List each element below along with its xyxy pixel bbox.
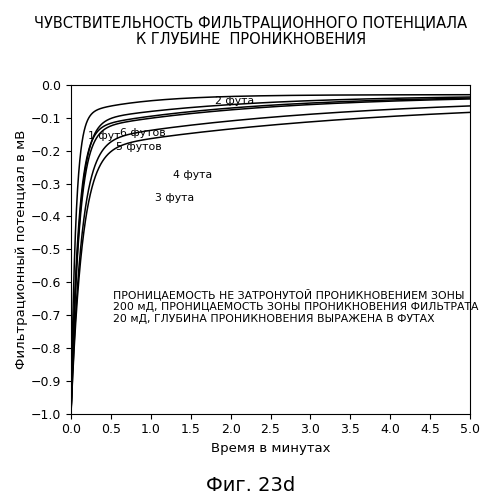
Text: 4 фута: 4 фута xyxy=(173,170,212,180)
Text: 3 фута: 3 фута xyxy=(154,194,193,203)
Text: 2 фута: 2 фута xyxy=(214,96,254,106)
Text: 5 футов: 5 футов xyxy=(115,142,161,152)
Text: ЧУВСТВИТЕЛЬНОСТЬ ФИЛЬТРАЦИОННОГО ПОТЕНЦИАЛА
К ГЛУБИНЕ  ПРОНИКНОВЕНИЯ: ЧУВСТВИТЕЛЬНОСТЬ ФИЛЬТРАЦИОННОГО ПОТЕНЦИ… xyxy=(35,15,466,48)
Y-axis label: Фильтрационный потенциал в мВ: Фильтрационный потенциал в мВ xyxy=(15,130,28,369)
Text: 6 футов: 6 футов xyxy=(120,128,166,138)
X-axis label: Время в минутах: Время в минутах xyxy=(210,442,330,455)
Text: Фиг. 23d: Фиг. 23d xyxy=(206,476,295,495)
Text: 1 фут: 1 фут xyxy=(88,131,120,141)
Text: ПРОНИЦАЕМОСТЬ НЕ ЗАТРОНУТОЙ ПРОНИКНОВЕНИЕМ ЗОНЫ
200 мД, ПРОНИЦАЕМОСТЬ ЗОНЫ ПРОНИ: ПРОНИЦАЕМОСТЬ НЕ ЗАТРОНУТОЙ ПРОНИКНОВЕНИ… xyxy=(112,289,477,324)
